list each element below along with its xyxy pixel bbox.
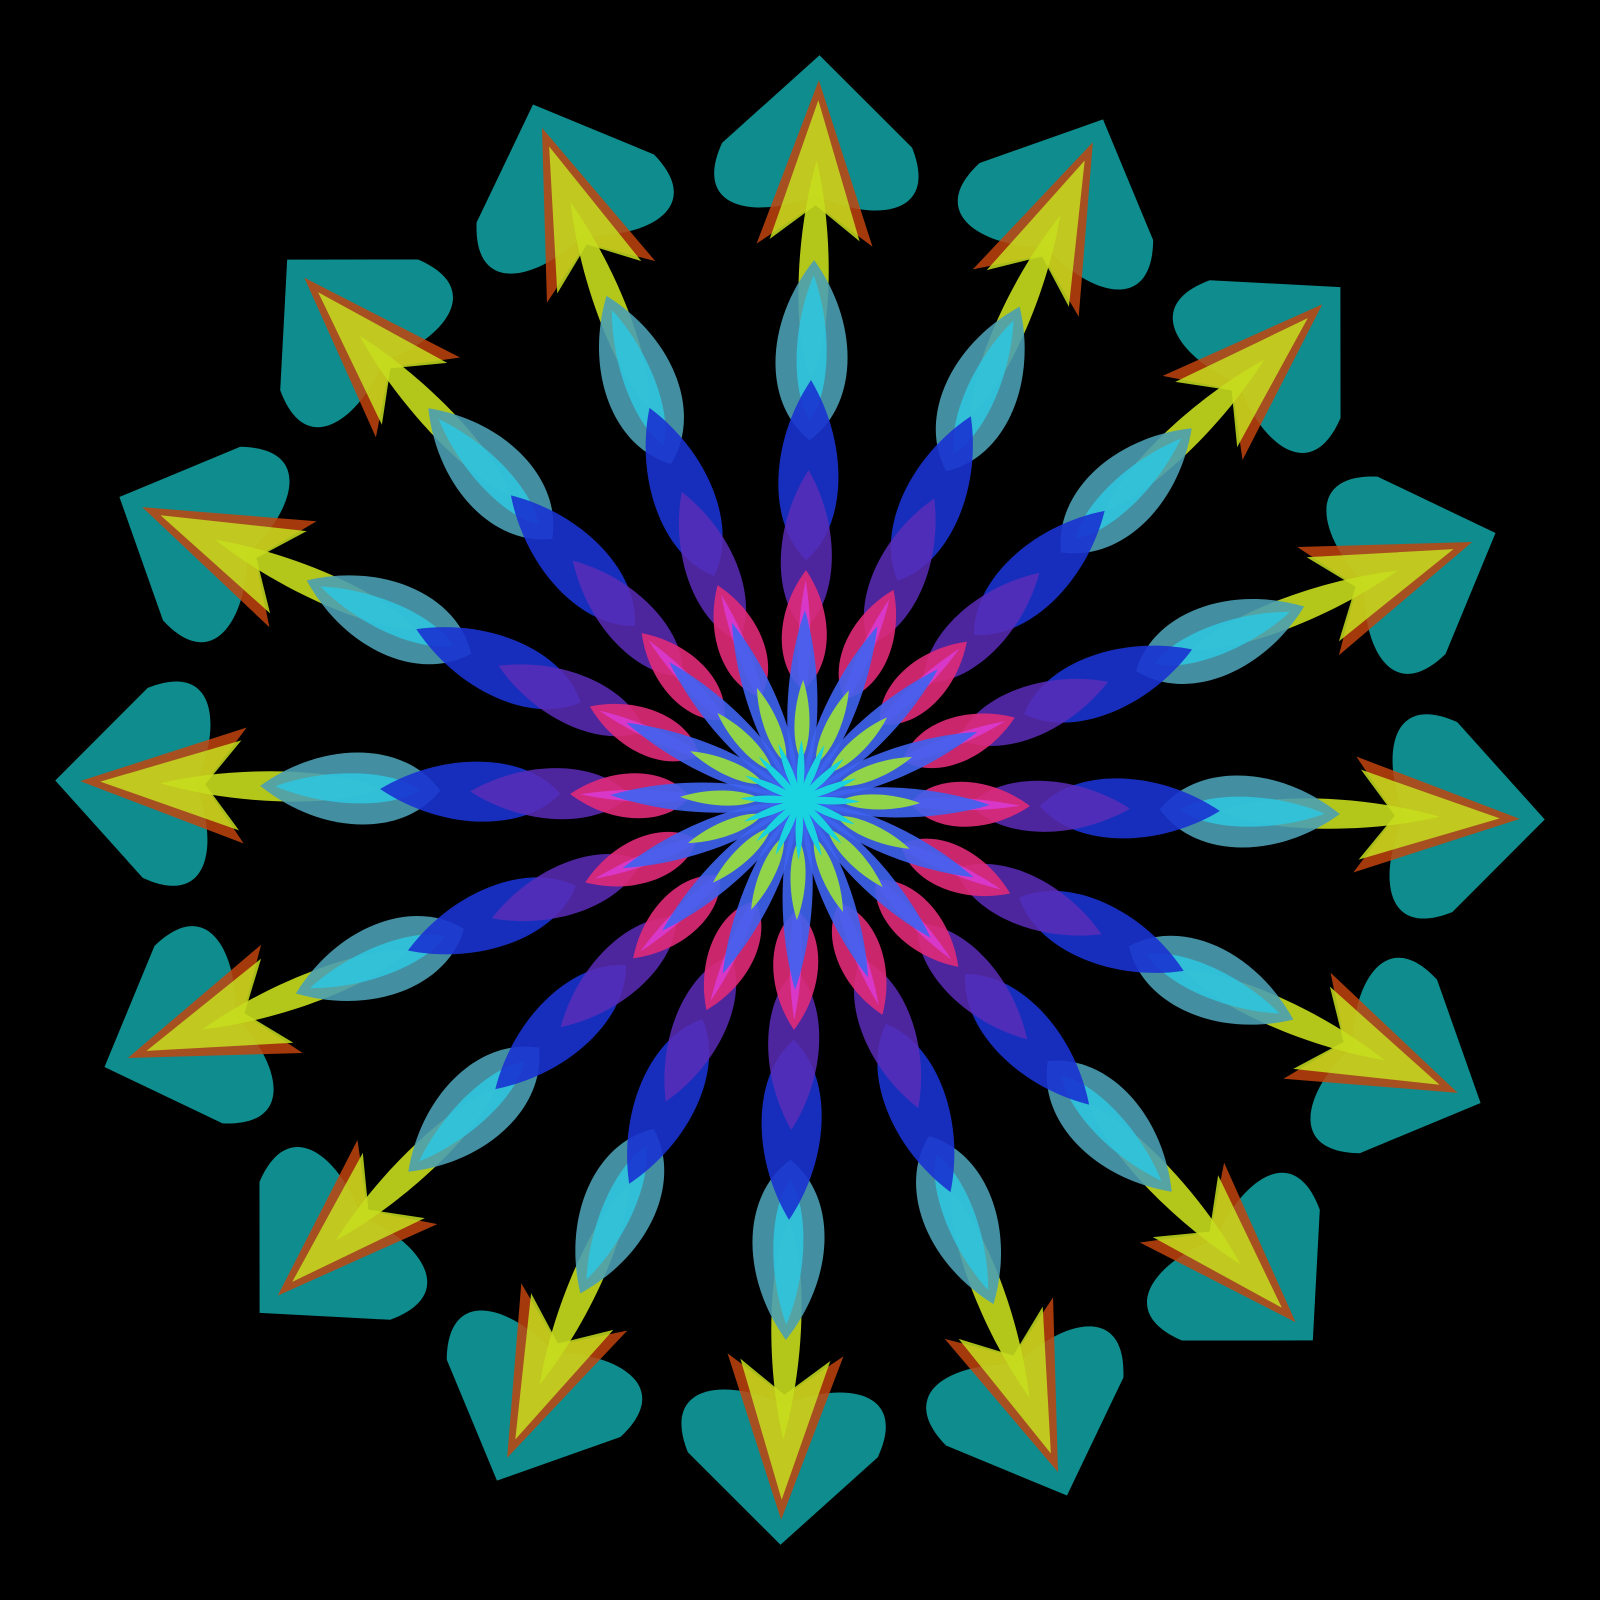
arrow-shape xyxy=(549,146,642,294)
leaf-shape xyxy=(1179,796,1325,827)
mandala-arm xyxy=(259,800,800,1320)
center-dot xyxy=(792,792,808,808)
arrow-shape xyxy=(515,1293,614,1440)
mandala-arm xyxy=(800,800,1320,1341)
spike-shape xyxy=(756,687,787,763)
spike-shape xyxy=(758,756,800,800)
arrow-shape xyxy=(146,958,294,1051)
spike-shape xyxy=(775,800,800,855)
spike-shape xyxy=(743,799,800,822)
leaf-shape xyxy=(275,773,421,804)
spike-shape xyxy=(837,756,913,787)
leaf-shape xyxy=(768,969,820,1130)
mandala-arm xyxy=(800,280,1341,800)
leaf-shape xyxy=(796,275,827,421)
spike-shape xyxy=(751,836,785,910)
arrow-shape xyxy=(160,515,307,614)
spike-shape xyxy=(740,795,800,804)
leaf-shape xyxy=(780,470,832,631)
mandala-arm xyxy=(800,119,1154,800)
mandala-arm xyxy=(104,799,800,1124)
spike-shape xyxy=(794,680,810,761)
leaf-shape xyxy=(773,1179,804,1325)
mandala-arm xyxy=(55,681,800,886)
spike-shape xyxy=(799,800,822,857)
spike-shape xyxy=(690,751,764,785)
mandala-arm xyxy=(446,800,800,1481)
mandala-arm xyxy=(799,800,1124,1496)
spike-shape xyxy=(756,800,800,842)
spike-shape xyxy=(800,800,855,825)
mandala-arm xyxy=(800,714,1545,919)
arrow-shape xyxy=(958,1306,1051,1454)
arrow-shape xyxy=(986,160,1085,307)
mandala-arm xyxy=(714,55,919,800)
spike-shape xyxy=(778,743,801,800)
arrow-shape xyxy=(1306,549,1454,642)
mandala-arm xyxy=(476,104,801,800)
spike-shape xyxy=(813,837,844,913)
spike-shape xyxy=(800,745,825,800)
spike-shape xyxy=(815,690,849,764)
spike-shape xyxy=(800,800,842,844)
spike-shape xyxy=(800,796,860,805)
arrow-shape xyxy=(1293,986,1440,1085)
mandala-arm xyxy=(119,446,800,800)
spike-shape xyxy=(800,758,844,800)
spike-shape xyxy=(745,775,800,800)
leaf-shape xyxy=(470,768,631,820)
mandala-arm xyxy=(681,800,886,1545)
spike-shape xyxy=(796,740,805,800)
mandala-arm xyxy=(800,476,1496,801)
spike-shape xyxy=(836,815,910,849)
spike-shape xyxy=(800,778,857,801)
spike-shape xyxy=(687,813,763,844)
spike-shape xyxy=(790,839,806,920)
leaf-shape xyxy=(969,780,1130,832)
mandala-arm xyxy=(800,800,1481,1154)
spike-shape xyxy=(839,794,920,810)
mandala-arms xyxy=(55,55,1545,1545)
mandala-arm xyxy=(280,259,800,800)
spike-shape xyxy=(795,800,804,860)
spike-shape xyxy=(680,790,761,806)
